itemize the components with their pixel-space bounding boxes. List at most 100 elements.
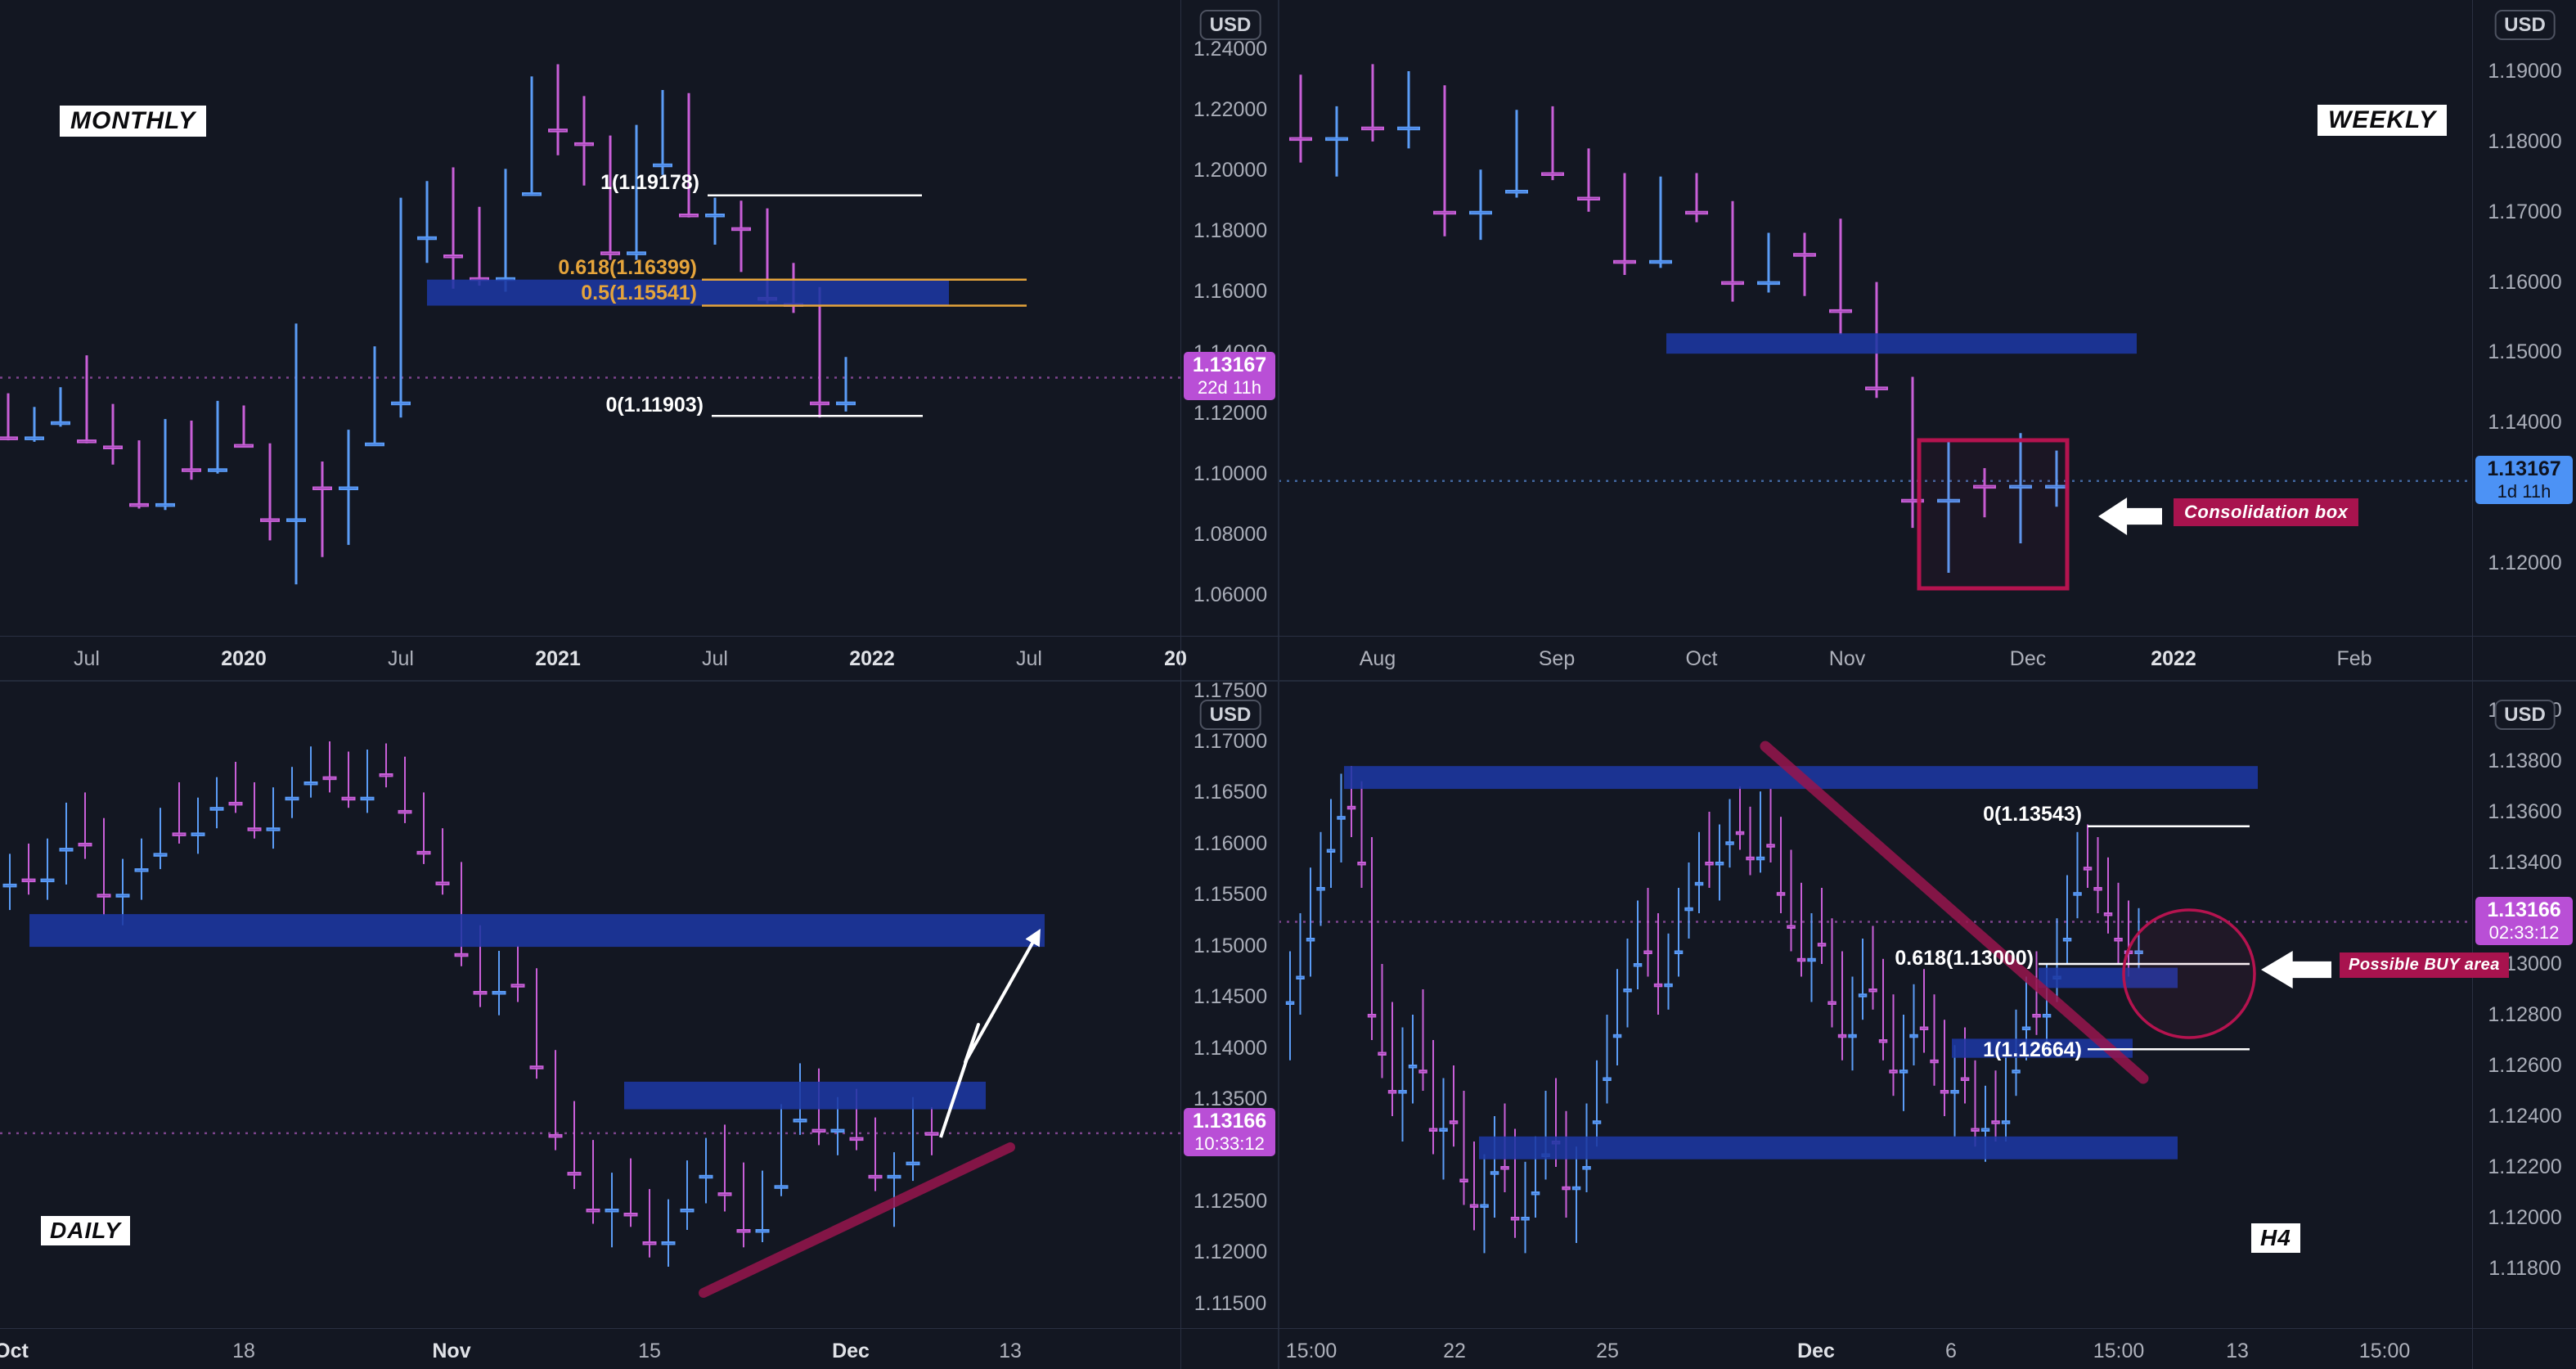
currency-badge: USD (1199, 10, 1261, 40)
time-tick: Aug (1359, 647, 1396, 670)
svg-text:0.618(1.13000): 0.618(1.13000) (1895, 947, 2034, 970)
price-tick: 1.14000 (1193, 1037, 1268, 1060)
price-tick: 1.12600 (2488, 1054, 2562, 1077)
time-axis-weekly[interactable]: Aug Sep Oct Nov Dec 2022 Feb (1279, 636, 2576, 682)
price-tick: 1.16000 (2488, 271, 2562, 294)
time-tick: Nov (432, 1340, 471, 1362)
label-timeframe-weekly[interactable]: WEEKLY (2318, 105, 2448, 136)
price-tick: 1.16000 (1193, 832, 1268, 855)
price-tick: 1.15000 (1193, 934, 1268, 957)
currency-badge: USD (1199, 700, 1261, 730)
time-tick: Nov (1828, 647, 1866, 670)
price-tick: 1.08000 (1193, 523, 1268, 546)
annotation-consolidation-box-label[interactable]: Consolidation box (2174, 498, 2359, 526)
time-tick: 13 (999, 1340, 1022, 1362)
time-tick: Dec (2009, 647, 2047, 670)
price-tick: 1.11500 (1194, 1292, 1267, 1315)
price-tick: 1.12400 (2488, 1105, 2562, 1128)
price-tick: 1.10000 (1193, 462, 1268, 485)
time-tick: Dec (832, 1340, 870, 1362)
time-tick: Feb (2336, 647, 2372, 670)
chart-monthly[interactable]: 1(1.19178) 0.618(1.16399)0.5(1.15541) 0(1.… (0, 0, 1180, 636)
time-tick: 18 (232, 1340, 255, 1362)
time-tick: 6 (1945, 1340, 1957, 1362)
time-tick: Jul (702, 647, 728, 670)
price-tick: 1.20000 (1193, 159, 1268, 182)
white-left-arrow-icon (2261, 951, 2331, 988)
time-tick: Oct (0, 1340, 29, 1362)
time-tick: 15:00 (1285, 1340, 1337, 1362)
price-tick: 1.16000 (1193, 280, 1268, 303)
price-tick: 1.11800 (2488, 1257, 2561, 1280)
price-tick: 1.22000 (1193, 98, 1268, 121)
price-tick: 1.24000 (1193, 38, 1268, 61)
price-tick: 1.15000 (2488, 340, 2562, 363)
price-tick: 1.12200 (2488, 1155, 2562, 1178)
time-axis-h4[interactable]: 15:00 22 25 Dec 6 15:00 13 15:00 (1279, 1328, 2576, 1369)
price-tick: 1.18000 (1193, 219, 1268, 242)
time-tick: 25 (1596, 1340, 1619, 1362)
annotation-possible-buy-area-label[interactable]: Possible BUY area (2340, 952, 2509, 978)
time-axis-monthly[interactable]: Jul 2020 Jul 2021 Jul 2022 Jul 20 (0, 636, 1279, 682)
price-axis-daily[interactable]: 1.17500 1.17000 1.16500 1.16000 1.15500 1.150… (1180, 679, 1279, 1369)
current-price-tag: 1.13166 10:33:12 (1184, 1108, 1275, 1156)
price-tick: 1.12500 (1193, 1190, 1268, 1213)
time-tick: 2022 (2151, 647, 2196, 670)
panel-divider-horizontal[interactable] (0, 680, 2576, 682)
chart-daily[interactable] (0, 682, 1180, 1328)
chart-weekly[interactable] (1279, 0, 2472, 636)
price-axis-h4[interactable]: 1.140001.138001.136001.134001.132001.130… (2472, 682, 2576, 1369)
price-tick: 1.16500 (1193, 781, 1268, 804)
svg-text:0(1.13543): 0(1.13543) (1983, 803, 2082, 826)
price-tick: 1.12000 (2488, 552, 2562, 574)
price-tick: 1.17000 (1193, 730, 1268, 753)
label-timeframe-h4[interactable]: H4 (2251, 1223, 2300, 1253)
svg-text:0(1.11903): 0(1.11903) (605, 394, 704, 417)
price-tick: 1.12000 (1193, 1241, 1268, 1263)
time-tick: 15:00 (2358, 1340, 2411, 1362)
price-tick: 1.06000 (1193, 583, 1268, 606)
price-tick: 1.18000 (2488, 130, 2562, 153)
price-tick: 1.12800 (2488, 1003, 2562, 1026)
label-timeframe-daily[interactable]: DAILY (41, 1216, 130, 1245)
time-tick: Sep (1538, 647, 1576, 670)
price-tick: 1.14500 (1193, 985, 1268, 1008)
price-tick: 1.17500 (1193, 679, 1268, 702)
label-timeframe-monthly[interactable]: MONTHLY (60, 106, 207, 137)
price-tick: 1.13800 (2488, 750, 2562, 772)
currency-badge: USD (2494, 700, 2556, 730)
price-tick: 1.12000 (1193, 402, 1268, 425)
time-tick: 2021 (535, 647, 581, 670)
current-price-tag: 1.13167 1d 11h (2475, 456, 2573, 504)
time-tick: 15 (638, 1340, 661, 1362)
price-axis-monthly[interactable]: 1.240001.220001.200001.180001.160001.140… (1180, 0, 1279, 682)
time-tick: 13 (2226, 1340, 2249, 1362)
svg-text:0.618(1.16399): 0.618(1.16399) (558, 256, 697, 279)
time-tick: 22 (1443, 1340, 1466, 1362)
time-tick: 2020 (221, 647, 267, 670)
price-tick: 1.12000 (2488, 1206, 2562, 1229)
time-tick: Jul (388, 647, 414, 670)
currency-badge: USD (2494, 10, 2556, 40)
price-tick: 1.13400 (2488, 851, 2562, 874)
time-tick: 20 (1164, 647, 1187, 670)
current-price-tag: 1.13166 02:33:12 (2475, 897, 2573, 945)
price-tick: 1.13500 (1193, 1088, 1268, 1110)
svg-text:1(1.19178): 1(1.19178) (600, 171, 699, 194)
panel-divider-vertical[interactable] (1278, 0, 1279, 1369)
price-tick: 1.17000 (2488, 200, 2562, 223)
current-price-tag: 1.13167 22d 11h (1184, 352, 1275, 400)
chart-h4[interactable]: 0(1.13543) 0.618(1.13000) 1(1.12664) (1279, 682, 2472, 1328)
time-tick: Jul (1016, 647, 1042, 670)
white-left-arrow-icon (2098, 498, 2162, 535)
svg-text:1(1.12664): 1(1.12664) (1983, 1038, 2082, 1061)
price-tick: 1.19000 (2488, 60, 2562, 83)
time-tick: Jul (74, 647, 100, 670)
price-axis-weekly[interactable]: 1.19000 1.18000 1.17000 1.16000 1.15000 1.140… (2472, 0, 2576, 682)
price-tick: 1.13600 (2488, 800, 2562, 823)
time-tick: Dec (1797, 1340, 1835, 1362)
price-tick: 1.14000 (2488, 411, 2562, 434)
time-tick: 2022 (849, 647, 895, 670)
time-axis-daily[interactable]: Oct 18 Nov 15 Dec 13 (0, 1328, 1279, 1369)
